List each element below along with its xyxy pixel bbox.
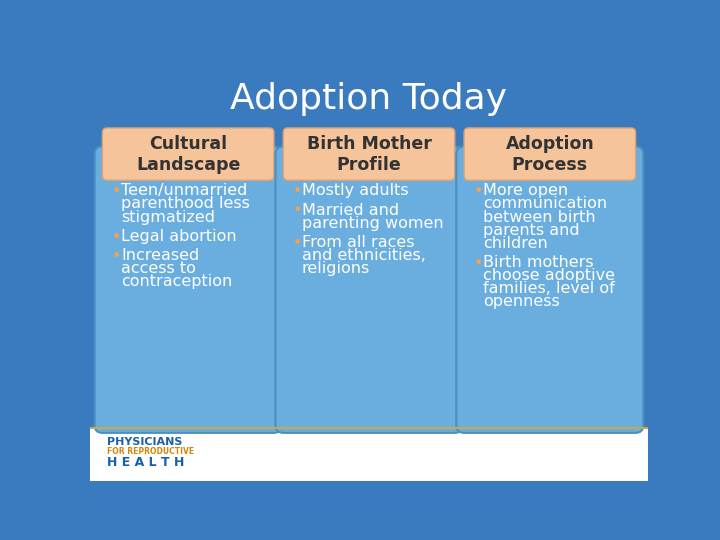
Text: More open: More open (482, 184, 568, 198)
Text: families, level of: families, level of (482, 281, 614, 296)
FancyBboxPatch shape (94, 146, 282, 433)
Text: Increased: Increased (121, 248, 199, 263)
Text: •: • (112, 249, 121, 264)
Text: Cultural
Landscape: Cultural Landscape (136, 134, 240, 173)
Text: religions: religions (302, 261, 370, 276)
Text: access to: access to (121, 261, 196, 276)
FancyBboxPatch shape (102, 128, 274, 180)
Text: PHYSICIANS: PHYSICIANS (107, 437, 182, 447)
Text: parents and: parents and (482, 222, 580, 238)
Text: stigmatized: stigmatized (121, 210, 215, 225)
Text: Adoption
Process: Adoption Process (505, 134, 594, 173)
Text: •: • (112, 230, 121, 245)
Text: Birth mothers: Birth mothers (482, 255, 593, 270)
Text: H E A L T H: H E A L T H (107, 456, 184, 469)
Text: Teen/unmarried: Teen/unmarried (121, 184, 248, 198)
Text: •: • (473, 184, 482, 199)
Text: Birth Mother
Profile: Birth Mother Profile (307, 134, 431, 173)
Text: openness: openness (482, 294, 559, 309)
Text: Adoption Today: Adoption Today (230, 82, 508, 116)
Text: •: • (292, 236, 302, 251)
Text: Legal abortion: Legal abortion (121, 229, 237, 244)
Text: children: children (482, 236, 547, 251)
Text: parenting women: parenting women (302, 215, 444, 231)
FancyBboxPatch shape (456, 146, 644, 433)
FancyBboxPatch shape (276, 146, 462, 433)
Text: parenthood less: parenthood less (121, 197, 250, 212)
Text: •: • (473, 256, 482, 271)
Text: contraception: contraception (121, 274, 233, 289)
Text: Married and: Married and (302, 202, 399, 218)
Text: •: • (292, 204, 302, 218)
Text: choose adoptive: choose adoptive (482, 268, 615, 283)
Text: •: • (292, 184, 302, 199)
Text: Mostly adults: Mostly adults (302, 184, 408, 198)
FancyBboxPatch shape (283, 128, 455, 180)
Text: between birth: between birth (482, 210, 595, 225)
Text: communication: communication (482, 197, 607, 212)
Text: and ethnicities,: and ethnicities, (302, 248, 426, 263)
FancyBboxPatch shape (90, 65, 648, 481)
FancyBboxPatch shape (464, 128, 636, 180)
Text: FOR REPRODUCTIVE: FOR REPRODUCTIVE (107, 447, 194, 456)
Text: From all races: From all races (302, 235, 414, 250)
FancyBboxPatch shape (90, 428, 648, 481)
Text: •: • (112, 184, 121, 199)
